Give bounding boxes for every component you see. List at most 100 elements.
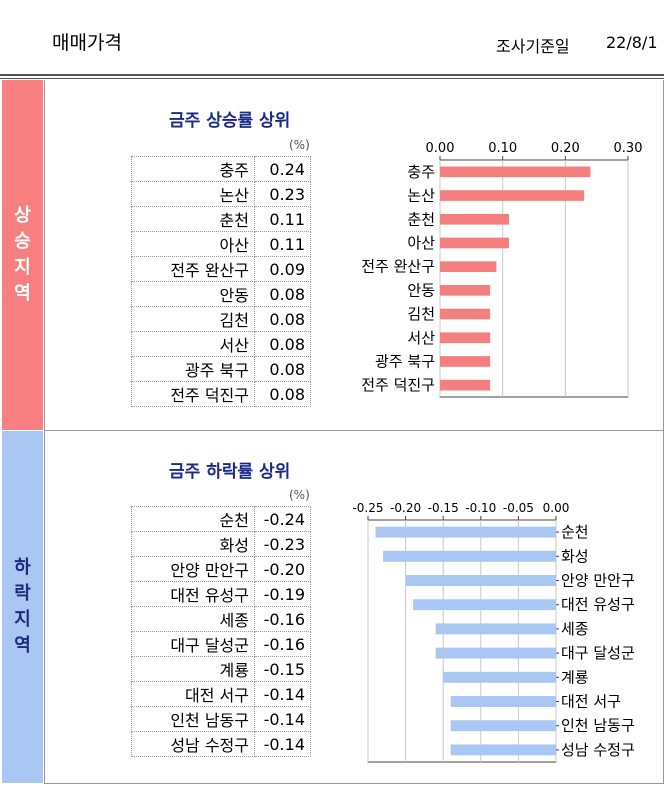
region-name: 전주 덕진구 xyxy=(131,381,255,407)
fall-title: 금주 하락률 상위 xyxy=(169,462,291,482)
rise-table-row: 충주 0.24 xyxy=(131,156,311,182)
region-name: 대전 서구 xyxy=(131,681,255,707)
rise-table-row: 김천 0.08 xyxy=(131,306,311,332)
fall-panel: 금주 하락률 상위 (%) 순천 -0.24 화성 -0.23 안양 만안구 -0.20 대… xyxy=(44,431,664,784)
chart-bar xyxy=(450,720,556,732)
region-name: 성남 수정구 xyxy=(131,731,255,757)
change-rate: -0.14 xyxy=(254,706,311,732)
rise-table-row: 안동 0.08 xyxy=(131,281,311,307)
region-name: 안양 만안구 xyxy=(131,556,255,582)
chart-bar xyxy=(440,166,591,178)
change-rate: -0.16 xyxy=(254,606,311,632)
chart-category-label: 충주 xyxy=(407,163,435,181)
chart-category-label: 대구 달성군 xyxy=(561,644,635,662)
chart-category-label: 안동 xyxy=(407,281,435,299)
region-name: 화성 xyxy=(131,531,255,557)
rise-label-char: 상 xyxy=(14,205,31,226)
region-name: 대구 달성군 xyxy=(131,631,255,657)
chart-category-label: 아산 xyxy=(407,234,435,252)
chart-category-label: 화성 xyxy=(561,547,589,565)
chart-tick-label: 0.30 xyxy=(614,141,643,156)
chart-bar xyxy=(435,623,556,635)
chart-bar xyxy=(440,237,509,249)
change-rate: 0.08 xyxy=(254,381,311,407)
fall-table-row: 화성 -0.23 xyxy=(131,531,311,557)
chart-tick-label: 0.20 xyxy=(551,141,580,156)
chart-category-label: 대전 유성구 xyxy=(561,596,635,614)
region-name: 아산 xyxy=(131,231,255,257)
change-rate: -0.24 xyxy=(254,506,311,532)
rise-table: 충주 0.24 논산 0.23 춘천 0.11 아산 0.11 전주 완산구 0.09 안동 0.08… xyxy=(131,156,311,407)
survey-date-label: 조사기준일 xyxy=(496,37,570,56)
chart-category-label: 광주 북구 xyxy=(375,352,435,370)
chart-tick-label: 0.10 xyxy=(488,141,517,156)
region-name: 전주 완산구 xyxy=(131,256,255,282)
chart-tick-label: -0.10 xyxy=(465,501,496,515)
chart-tick-label: -0.05 xyxy=(503,501,534,515)
fall-unit: (%) xyxy=(289,488,310,502)
header-rule xyxy=(0,74,664,76)
change-rate: -0.14 xyxy=(254,731,311,757)
chart-tick-label: 0.00 xyxy=(543,501,570,515)
rise-table-row: 아산 0.11 xyxy=(131,231,311,257)
fall-table-row: 성남 수정구 -0.14 xyxy=(131,731,311,757)
header-rule-thin xyxy=(0,78,664,79)
chart-category-label: 논산 xyxy=(407,187,435,205)
chart-bar xyxy=(440,261,497,272)
chart-bar xyxy=(440,379,491,391)
chart-tick-label: -0.25 xyxy=(352,501,383,515)
chart-category-label: 전주 덕진구 xyxy=(361,376,435,394)
rise-table-row: 전주 덕진구 0.08 xyxy=(131,381,311,407)
chart-category-label: 안양 만안구 xyxy=(561,572,635,590)
chart-bar xyxy=(440,332,491,344)
chart-tick-label: 0.00 xyxy=(426,141,455,156)
fall-label-char: 하 xyxy=(14,557,31,578)
rise-panel: 금주 상승률 상위 (%) 충주 0.24 논산 0.23 춘천 0.11 아산 0.11 전주… xyxy=(44,80,664,431)
fall-label-char: 지 xyxy=(14,609,31,630)
change-rate: 0.08 xyxy=(254,331,311,357)
fall-table: 순천 -0.24 화성 -0.23 안양 만안구 -0.20 대전 유성구 -0.19 세종 -0… xyxy=(131,506,311,757)
chart-category-label: 성남 수정구 xyxy=(561,741,635,759)
chart-bar xyxy=(383,550,556,562)
chart-bar xyxy=(450,696,556,707)
fall-table-row: 대전 유성구 -0.19 xyxy=(131,581,311,607)
rise-region-label: 상 승 지 역 xyxy=(2,80,43,430)
change-rate: 0.08 xyxy=(254,281,311,307)
chart-tick-label: -0.15 xyxy=(428,501,459,515)
fall-table-row: 대전 서구 -0.14 xyxy=(131,681,311,707)
chart-bar xyxy=(375,526,556,538)
chart-category-label: 대전 서구 xyxy=(561,693,621,711)
change-rate: 0.23 xyxy=(254,181,311,207)
chart-bar xyxy=(450,744,556,756)
chart-category-label: 세종 xyxy=(561,620,589,638)
chart-category-label: 춘천 xyxy=(407,210,435,228)
chart-bar xyxy=(440,285,491,296)
chart-category-label: 계룡 xyxy=(561,668,589,686)
chart-bar xyxy=(440,213,509,225)
fall-table-row: 안양 만안구 -0.20 xyxy=(131,556,311,582)
change-rate: -0.23 xyxy=(254,531,311,557)
chart-category-label: 김천 xyxy=(407,305,435,323)
fall-label-char: 역 xyxy=(14,635,31,656)
rise-unit: (%) xyxy=(289,138,310,152)
fall-region-label: 하 락 지 역 xyxy=(2,431,43,783)
region-name: 계룡 xyxy=(131,656,255,682)
chart-bar xyxy=(413,599,556,611)
change-rate: -0.19 xyxy=(254,581,311,607)
chart-category-label: 순천 xyxy=(561,523,589,541)
page-title: 매매가격 xyxy=(52,32,122,54)
fall-label-char: 락 xyxy=(14,583,31,604)
rise-title: 금주 상승률 상위 xyxy=(169,111,291,131)
chart-bar xyxy=(405,575,556,586)
rise-label-char: 역 xyxy=(14,283,31,304)
chart-category-label: 서산 xyxy=(407,329,435,347)
region-name: 광주 북구 xyxy=(131,356,255,382)
chart-tick-label: -0.20 xyxy=(390,501,421,515)
chart-category-label: 인천 남동구 xyxy=(561,717,635,735)
region-name: 충주 xyxy=(131,156,255,182)
chart-bar xyxy=(435,647,556,659)
change-rate: 0.11 xyxy=(254,231,311,257)
region-name: 안동 xyxy=(131,281,255,307)
rise-label-char: 승 xyxy=(14,231,31,252)
